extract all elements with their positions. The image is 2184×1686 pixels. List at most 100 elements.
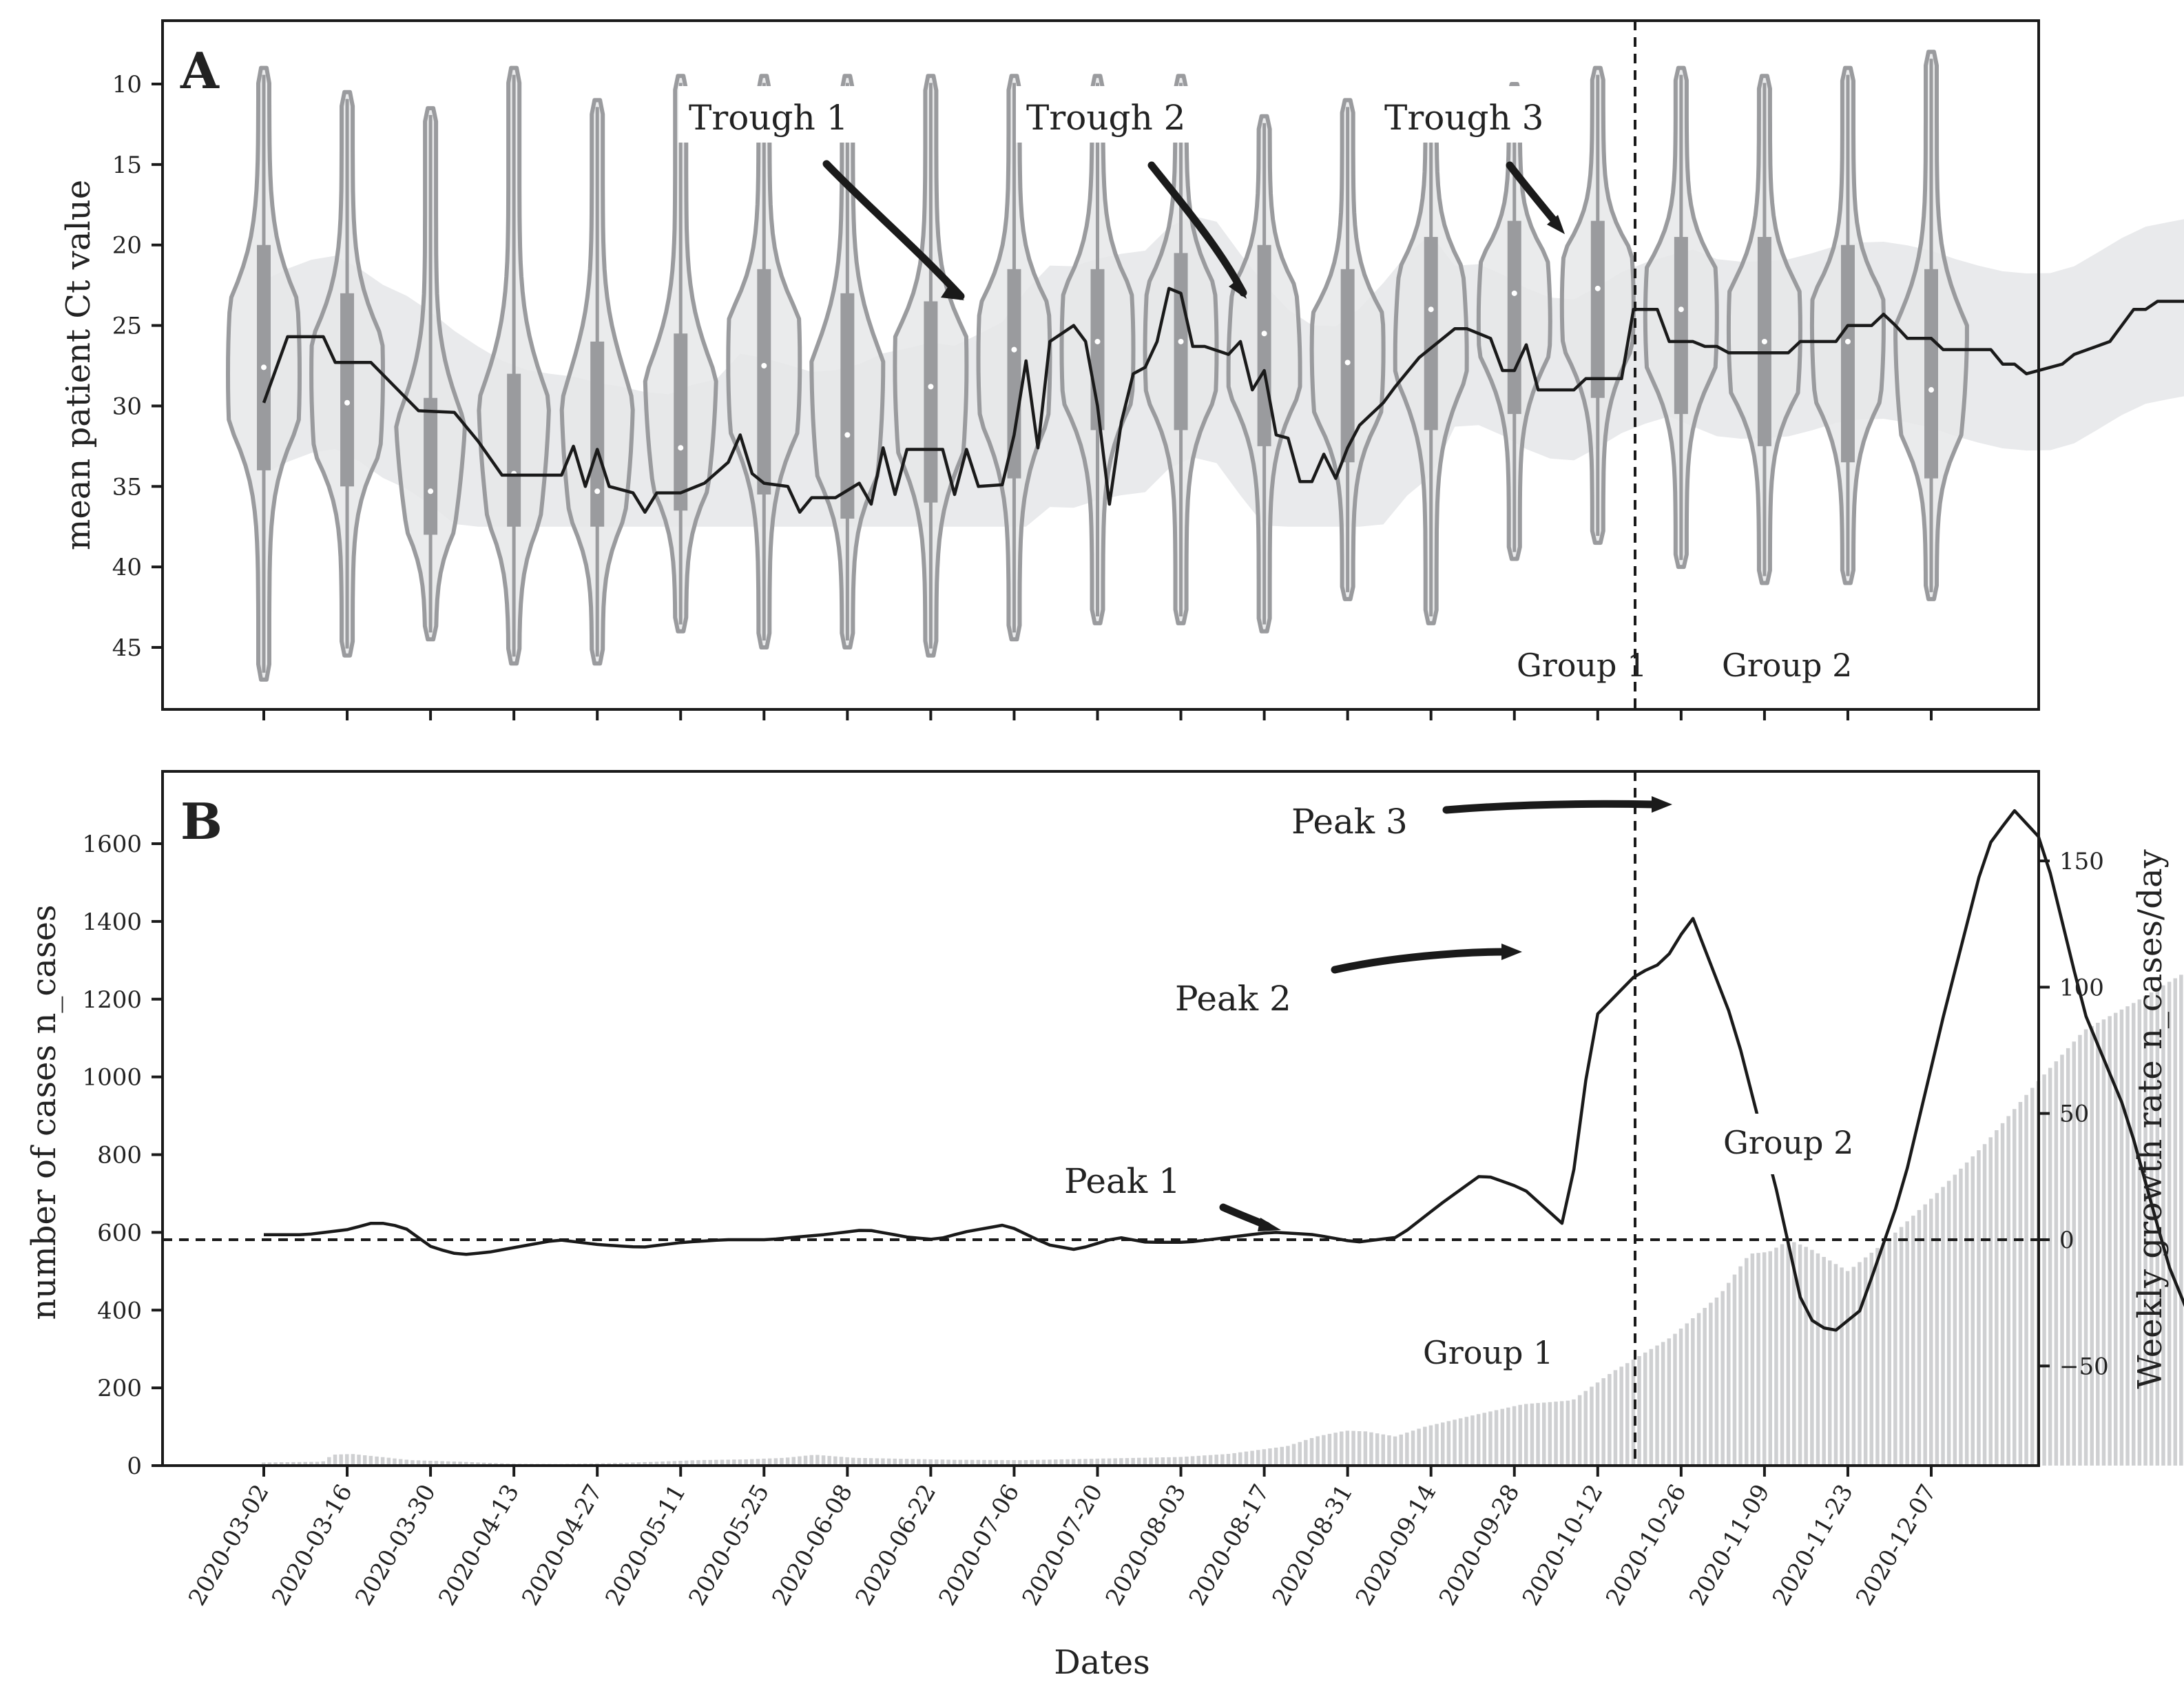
peak-1-label: Peak 1 (1064, 1161, 1181, 1201)
trough-3-label: Trough 3 (1384, 98, 1543, 138)
case-bar (1750, 1253, 1755, 1466)
case-bar (994, 1459, 998, 1466)
case-bar (917, 1459, 921, 1466)
case-bar (1833, 1264, 1838, 1466)
group-2-label-a-bg (1715, 639, 1870, 689)
case-bar (1226, 1454, 1231, 1466)
peak-3-label: Peak 3 (1291, 802, 1408, 842)
case-bar (416, 1460, 421, 1466)
violin-2020-10-26 (1643, 65, 1719, 570)
case-bar (785, 1457, 790, 1466)
case-bar (1220, 1454, 1225, 1466)
case-bar (315, 1461, 320, 1466)
case-bar (1262, 1449, 1267, 1466)
violin-iqr-box (840, 293, 855, 519)
case-bar (1369, 1432, 1373, 1466)
peak-3-arrowhead (1652, 796, 1672, 813)
case-bar (667, 1461, 671, 1466)
case-bar (458, 1461, 462, 1466)
case-bar (1828, 1260, 1832, 1466)
case-bar (446, 1461, 450, 1466)
case-bar (2108, 1016, 2112, 1466)
case-bar (904, 1459, 909, 1466)
case-bar (1988, 1137, 1993, 1466)
mean-ct-line (262, 287, 2184, 514)
case-bar (422, 1460, 426, 1466)
case-bar (2083, 1029, 2088, 1466)
violin-iqr-box (1507, 220, 1521, 415)
case-bar (1203, 1455, 1207, 1466)
case-bar (1845, 1271, 1850, 1466)
case-bar (1059, 1459, 1064, 1466)
trough-3-label-bg (1374, 86, 1563, 143)
case-bar (1762, 1252, 1767, 1466)
case-bar (2024, 1094, 2028, 1466)
case-bar (1357, 1431, 1362, 1466)
violin-iqr-box (340, 293, 355, 487)
case-bar (386, 1457, 391, 1466)
case-bar (720, 1459, 725, 1466)
case-bar (1244, 1451, 1249, 1466)
case-bar (273, 1462, 278, 1466)
violin-2020-08-03 (1143, 74, 1219, 625)
case-bar (738, 1459, 742, 1466)
case-bar (1298, 1442, 1302, 1466)
case-bar (404, 1459, 408, 1466)
violin-2020-07-20 (1059, 74, 1136, 625)
case-bar (762, 1458, 766, 1466)
panel-label-b: B (180, 792, 222, 851)
case-bar (1107, 1458, 1112, 1466)
violin-median-dot (1844, 338, 1851, 344)
case-bar (351, 1454, 355, 1466)
case-bar (368, 1455, 373, 1466)
case-bar (1768, 1251, 1772, 1466)
trough-3-arrowhead (1547, 215, 1565, 234)
x-tick-label: 2020-03-30 (350, 1480, 441, 1611)
violin-median-dot (1594, 285, 1601, 291)
case-bar (690, 1460, 694, 1466)
peak-1-label-bg (1057, 1150, 1205, 1205)
case-bar (1946, 1180, 1951, 1466)
panel-a-x-ticks (262, 709, 1933, 720)
case-bar (1935, 1193, 1939, 1466)
peak-2-arrowhead (1501, 944, 1522, 960)
x-tick-label: 2020-11-09 (1684, 1480, 1776, 1611)
case-bar (1190, 1456, 1195, 1466)
panel-b-x-ticks: 2020-03-022020-03-162020-03-302020-04-13… (183, 1466, 1942, 1610)
case-bar (1786, 1240, 1790, 1466)
case-bar (631, 1462, 635, 1466)
case-bar (1953, 1174, 1957, 1466)
violin-2020-03-16 (309, 90, 385, 658)
case-bar (988, 1459, 992, 1466)
case-bar (780, 1457, 784, 1466)
case-bar (1322, 1435, 1326, 1466)
case-bar (1572, 1399, 1576, 1466)
case-bar (1745, 1258, 1749, 1466)
violin-median-dot (1428, 306, 1434, 313)
violin-iqr-box (674, 333, 688, 511)
case-bar (1631, 1360, 1636, 1466)
case-bar (1286, 1446, 1290, 1466)
case-bar (2101, 1019, 2106, 1466)
case-bar (1048, 1459, 1052, 1466)
case-bar (649, 1461, 653, 1466)
case-bar (636, 1462, 641, 1466)
case-bar (1411, 1430, 1415, 1466)
case-bar (1131, 1457, 1135, 1466)
case-bar (1435, 1424, 1439, 1466)
case-bar (470, 1462, 475, 1466)
case-bar (1399, 1434, 1403, 1466)
case-bar (1536, 1403, 1540, 1466)
case-bar (827, 1455, 831, 1466)
x-tick-label: 2020-08-03 (1101, 1480, 1192, 1611)
case-bar (773, 1458, 778, 1466)
y-tick-label: 1000 (82, 1064, 142, 1092)
case-bar (875, 1458, 880, 1466)
violin-2020-07-06 (976, 74, 1052, 642)
case-bar (267, 1462, 272, 1466)
case-bar (970, 1459, 975, 1466)
case-bar (476, 1462, 480, 1466)
case-bar (1840, 1267, 1844, 1466)
case-bar (1649, 1349, 1654, 1466)
case-bar (1887, 1238, 1891, 1466)
